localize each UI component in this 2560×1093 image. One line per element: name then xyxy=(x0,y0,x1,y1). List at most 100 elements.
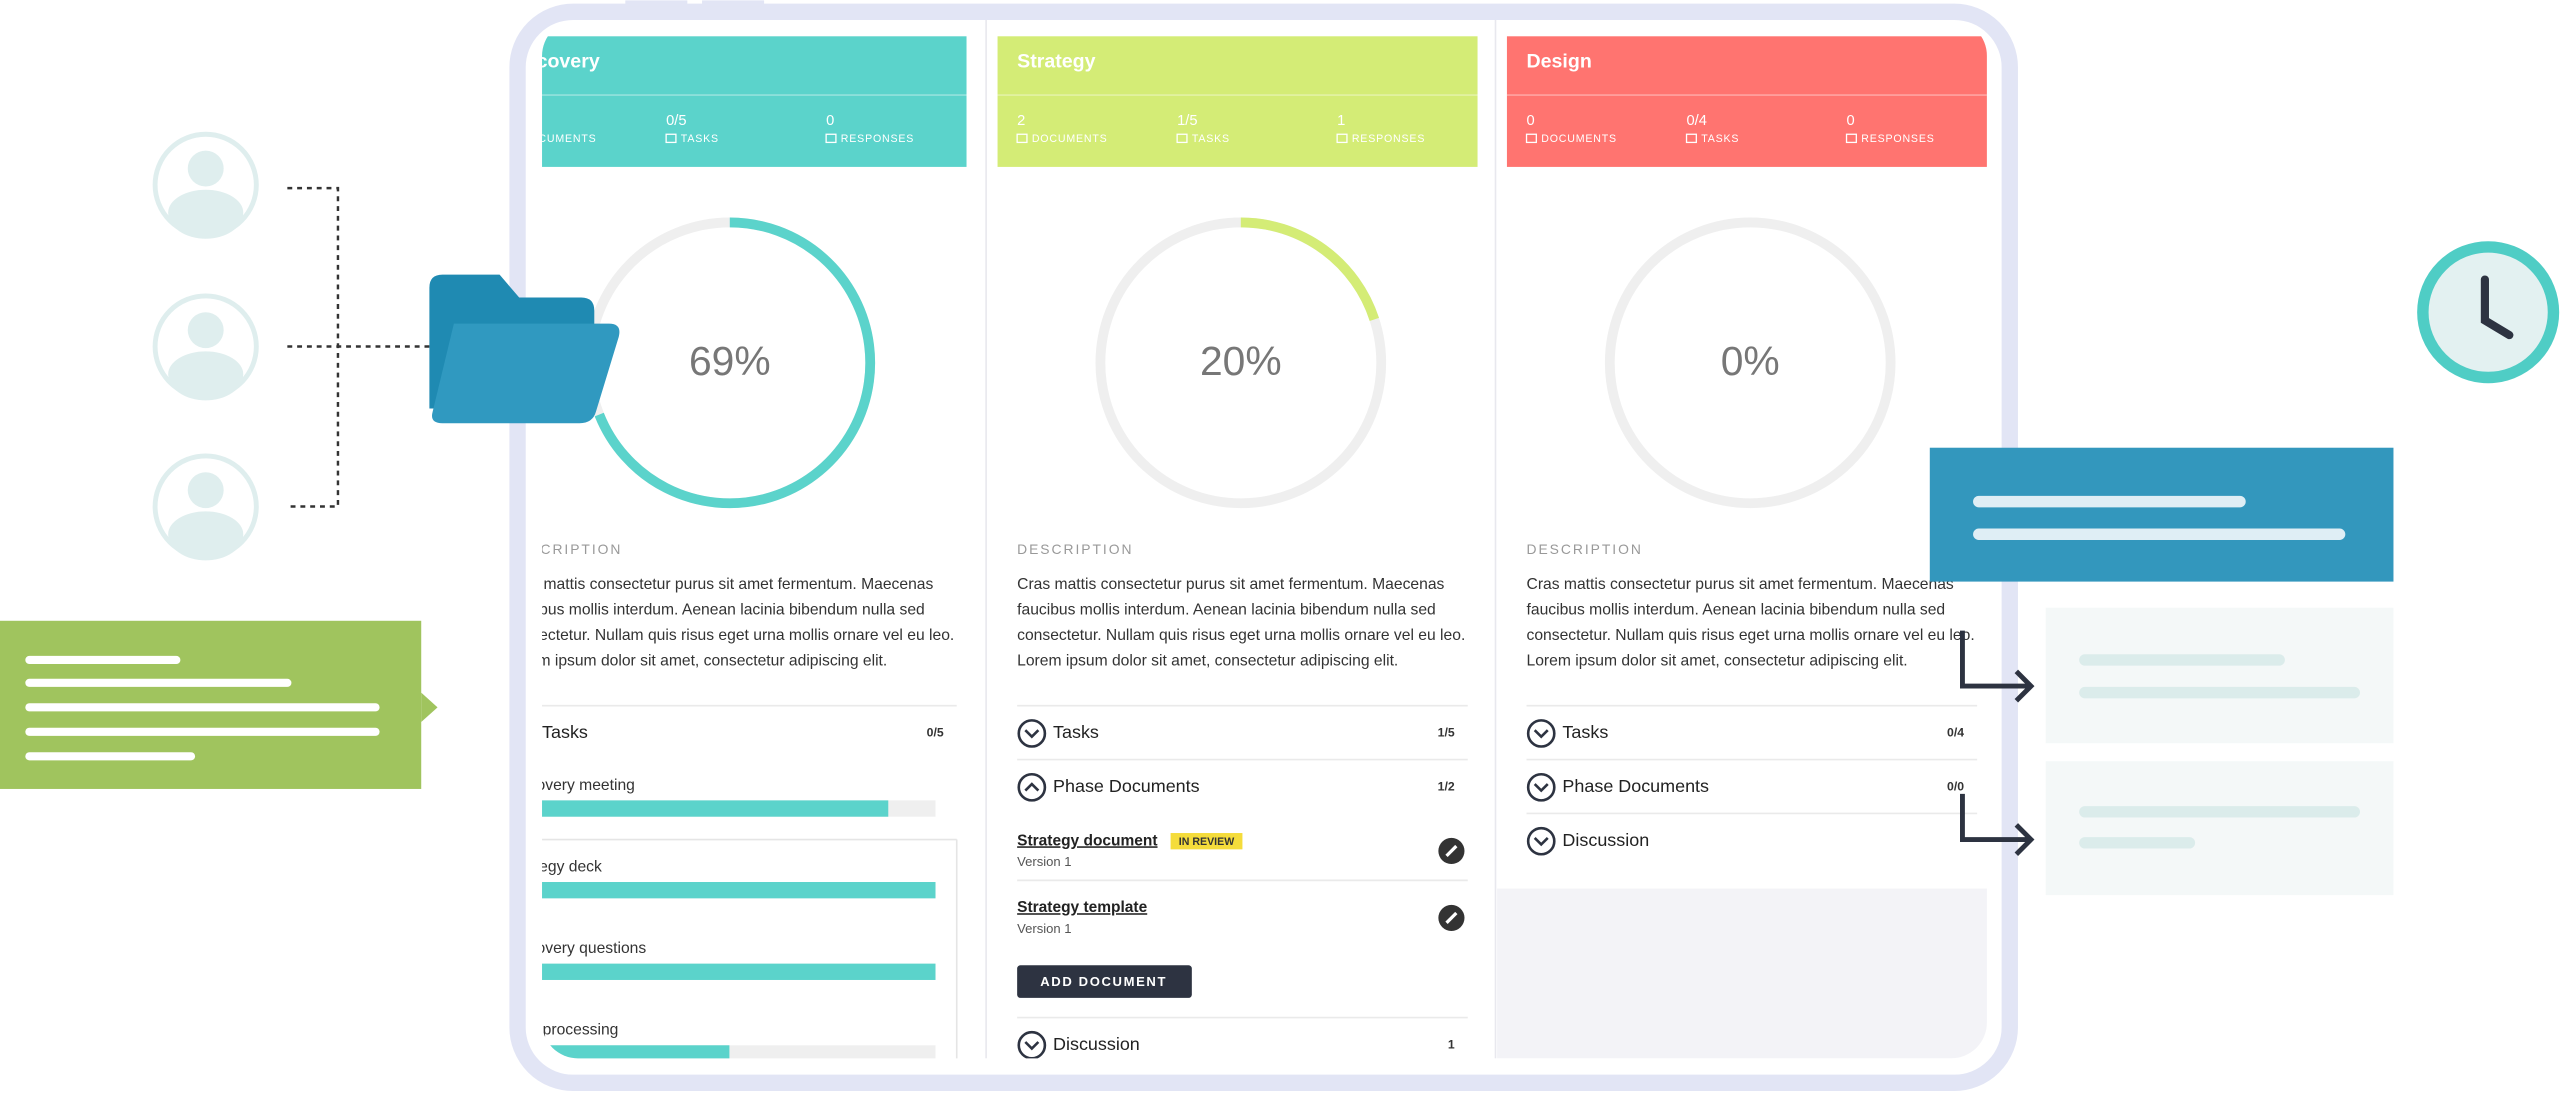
green-note xyxy=(0,620,438,789)
task-name: Discovery meeting xyxy=(506,777,635,794)
chevron xyxy=(1533,837,1549,847)
description-label: DESCRIPTION xyxy=(1017,541,1133,557)
document-link[interactable]: Strategy template xyxy=(1017,899,1147,916)
chevron xyxy=(1024,729,1040,739)
chevron xyxy=(1533,783,1549,793)
toggle-icon[interactable] xyxy=(1526,826,1556,856)
toggle-icon[interactable] xyxy=(1017,772,1047,802)
stat-value: 0/4 xyxy=(1687,113,1707,129)
board: Discovery DOCUMENTS 0/5 TASKS 0 RESPONSES 69% D… xyxy=(506,19,1987,1059)
section-title[interactable]: Discussion xyxy=(1053,1034,1140,1054)
stat-label: TASKS xyxy=(1701,133,1739,145)
description-line: Cras mattis consectetur purus sit amet f… xyxy=(1017,576,1444,593)
stat-icon xyxy=(1016,133,1028,144)
column-title: Design xyxy=(1527,51,1592,73)
section-title[interactable]: Tasks xyxy=(1562,722,1608,742)
column-title: Discovery xyxy=(506,51,600,73)
task-name: Post-processing xyxy=(506,1022,618,1039)
button-label[interactable]: ADD DOCUMENT xyxy=(1040,974,1167,989)
description-label: DESCRIPTION xyxy=(506,541,622,557)
task-progress xyxy=(542,1045,730,1059)
description-line: faucibus mollis interdum. Aenean lacinia… xyxy=(1527,601,1946,618)
section-title[interactable]: Phase Documents xyxy=(1053,776,1200,796)
task-name: Strategy deck xyxy=(506,858,602,875)
toggle-icon[interactable] xyxy=(1017,1030,1047,1059)
section-count: 1/2 xyxy=(1438,780,1455,794)
badge xyxy=(1170,833,1243,850)
description-line: Lorem ipsum dolor sit amet, consectetur … xyxy=(1017,652,1398,669)
description-line: consectetur. Nullam quis risus eget urna… xyxy=(1527,627,1975,644)
progress-arc xyxy=(1240,217,1380,321)
toggle-icon[interactable] xyxy=(1526,719,1556,748)
progress-arc xyxy=(594,217,876,509)
section-count: 1 xyxy=(1448,1038,1455,1052)
chevron xyxy=(1533,729,1549,739)
progress-label: 20% xyxy=(1200,338,1282,384)
stat-label: DOCUMENTS xyxy=(1032,133,1108,145)
column-header xyxy=(542,36,967,167)
stat-icon xyxy=(1685,133,1697,144)
stat-value: 2 xyxy=(1017,113,1025,129)
link-glyph xyxy=(1445,911,1458,924)
column: Discovery DOCUMENTS 0/5 TASKS 0 RESPONSES 69% D… xyxy=(506,36,967,1059)
stat-label: RESPONSES xyxy=(1861,133,1934,145)
task-panel xyxy=(542,838,958,1059)
description-label: DESCRIPTION xyxy=(1527,541,1643,557)
toggle-icon[interactable] xyxy=(1017,719,1047,748)
task-progress xyxy=(542,963,936,980)
description-line: consectetur. Nullam quis risus eget urna… xyxy=(506,627,954,644)
task-progress xyxy=(542,882,936,899)
section-title[interactable]: Tasks xyxy=(1053,722,1099,742)
column-header xyxy=(997,36,1478,167)
stat-value: 0 xyxy=(826,113,834,129)
description-line: Lorem ipsum dolor sit amet, consectetur … xyxy=(1527,652,1908,669)
badge-label: IN REVIEW xyxy=(1179,836,1234,848)
section-count: 0/0 xyxy=(1947,780,1964,794)
stat-icon xyxy=(1845,133,1857,144)
chevron xyxy=(1024,782,1040,792)
section-count: 0/5 xyxy=(927,726,944,740)
button[interactable] xyxy=(1017,965,1192,998)
arrows xyxy=(1960,630,2035,856)
document-version: Version 1 xyxy=(1017,921,1071,936)
document-link[interactable]: Strategy document xyxy=(1017,832,1157,849)
description-line: Lorem ipsum dolor sit amet, consectetur … xyxy=(506,652,887,669)
stat-value: 1 xyxy=(1337,113,1345,129)
column: Strategy 2 DOCUMENTS 1/5 TASKS 1 RESPONSES 20% D… xyxy=(997,36,1478,1059)
stat-icon xyxy=(825,133,837,144)
task-name: Discovery questions xyxy=(506,940,646,957)
toggle-icon[interactable] xyxy=(1526,772,1556,802)
stat-label: TASKS xyxy=(681,133,719,145)
clock xyxy=(2417,241,2560,384)
description-line: Cras mattis consectetur purus sit amet f… xyxy=(1527,576,1954,593)
stat-label: RESPONSES xyxy=(841,133,914,145)
progress-track xyxy=(1604,217,1896,509)
column-header xyxy=(1506,36,1987,167)
column-title: Strategy xyxy=(1017,51,1095,73)
section-count: 1/5 xyxy=(1438,726,1455,740)
stat-icon xyxy=(1525,133,1537,144)
description-line: Cras mattis consectetur purus sit amet f… xyxy=(506,576,933,593)
column: Design 0 DOCUMENTS 0/4 TASKS 0 RESPONSES 0% DESC… xyxy=(1506,36,1987,856)
progress-label: 0% xyxy=(1721,338,1780,384)
stat-label: RESPONSES xyxy=(1352,133,1425,145)
stat-value: 1/5 xyxy=(1177,113,1197,129)
stat-value: 0 xyxy=(1847,113,1855,129)
stat-label: DOCUMENTS xyxy=(521,133,597,145)
avatars xyxy=(152,131,259,561)
section-title[interactable]: Tasks xyxy=(542,722,588,742)
stat-value: 0 xyxy=(1527,113,1535,129)
description-line: faucibus mollis interdum. Aenean lacinia… xyxy=(1017,601,1436,618)
blue-card xyxy=(1929,447,2394,582)
section-count: 0/4 xyxy=(1947,726,1964,740)
description-line: faucibus mollis interdum. Aenean lacinia… xyxy=(506,601,925,618)
link-glyph xyxy=(1445,844,1458,858)
section-title[interactable]: Discussion xyxy=(1562,830,1649,850)
stat-label: DOCUMENTS xyxy=(1541,133,1617,145)
empty-area xyxy=(1497,888,1987,1059)
section-title[interactable]: Phase Documents xyxy=(1562,776,1709,796)
description-line: consectetur. Nullam quis risus eget urna… xyxy=(1017,627,1465,644)
task-progress xyxy=(542,800,889,817)
